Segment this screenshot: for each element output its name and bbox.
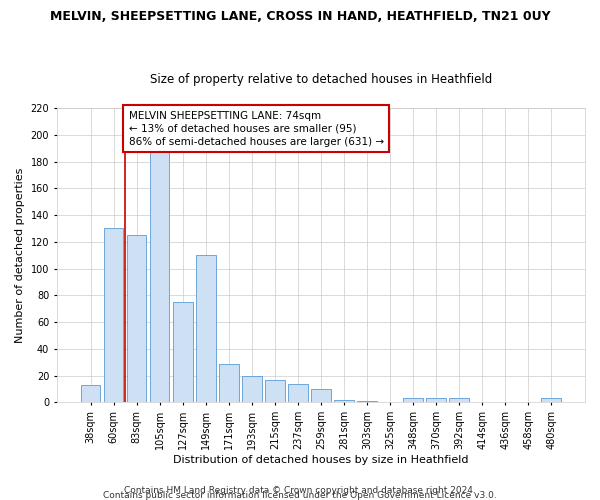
Bar [311,389,331,402]
Bar [219,364,239,403]
Bar [426,398,446,402]
Bar [81,385,100,402]
Bar [403,398,423,402]
Y-axis label: Number of detached properties: Number of detached properties [15,168,25,343]
Bar [150,148,169,403]
X-axis label: Distribution of detached houses by size in Heathfield: Distribution of detached houses by size … [173,455,469,465]
Bar [265,380,284,402]
Bar [104,228,124,402]
Bar [173,302,193,402]
Bar [357,401,377,402]
Text: MELVIN, SHEEPSETTING LANE, CROSS IN HAND, HEATHFIELD, TN21 0UY: MELVIN, SHEEPSETTING LANE, CROSS IN HAND… [50,10,550,23]
Text: Contains HM Land Registry data © Crown copyright and database right 2024.: Contains HM Land Registry data © Crown c… [124,486,476,495]
Bar [334,400,354,402]
Bar [288,384,308,402]
Title: Size of property relative to detached houses in Heathfield: Size of property relative to detached ho… [150,73,492,86]
Bar [541,398,561,402]
Text: MELVIN SHEEPSETTING LANE: 74sqm
← 13% of detached houses are smaller (95)
86% of: MELVIN SHEEPSETTING LANE: 74sqm ← 13% of… [128,110,384,147]
Bar [127,235,146,402]
Bar [449,398,469,402]
Bar [196,255,215,402]
Text: Contains public sector information licensed under the Open Government Licence v3: Contains public sector information licen… [103,490,497,500]
Bar [242,376,262,402]
